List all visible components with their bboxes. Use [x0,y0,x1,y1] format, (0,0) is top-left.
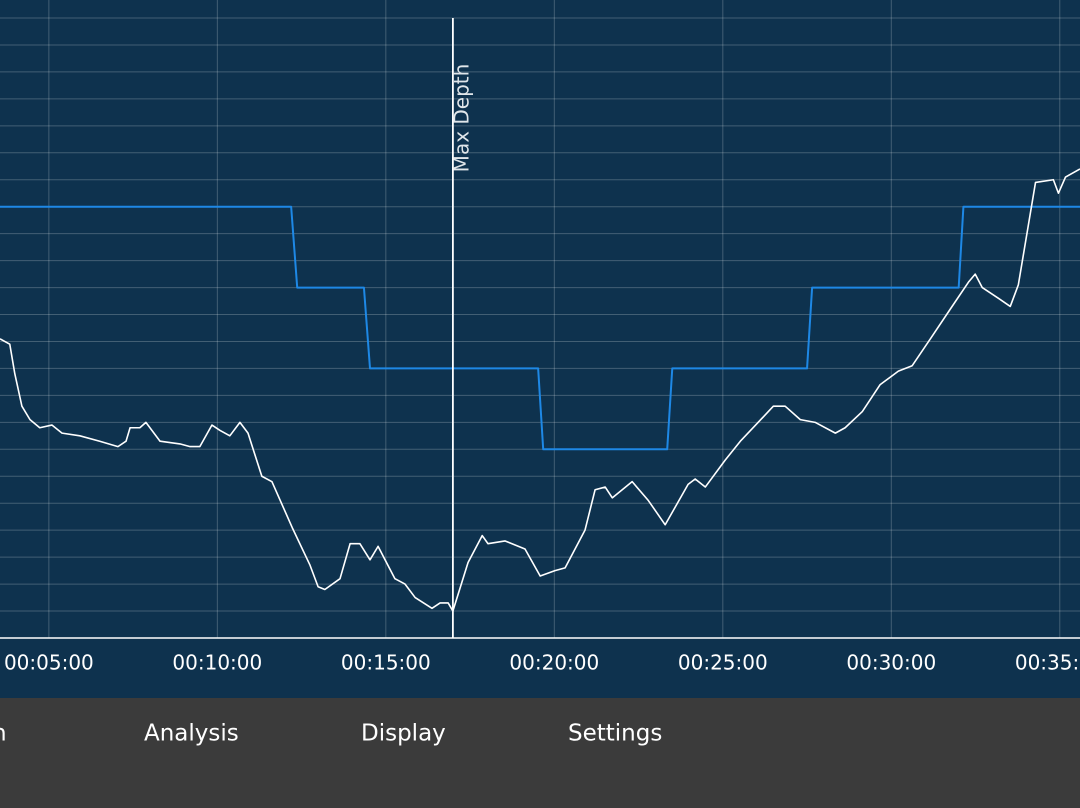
menu-bar [0,698,1080,808]
x-tick-label: 00:35:00 [1015,651,1080,675]
menu-item[interactable]: Settings [568,721,662,747]
menu-item[interactable]: n [0,721,7,747]
x-tick-label: 00:10:00 [172,651,262,675]
x-tick-label: 00:20:00 [509,651,599,675]
x-tick-label: 00:15:00 [341,651,431,675]
x-tick-label: 00:25:00 [678,651,768,675]
chart-background [0,0,1080,698]
chart: 00:05:00 00:10:00 00:15:00 00:20:00 00:25:00… [0,0,1080,675]
series-line [0,168,1080,612]
menu: n Analysis Display Settings [0,721,662,747]
menu-item[interactable]: Analysis [144,721,239,747]
x-tick-label: 00:05:00 [4,651,94,675]
x-tick-label: 00:30:00 [846,651,936,675]
menu-item[interactable]: Display [361,721,446,747]
series-line [0,205,1080,451]
annotation-label: Max Depth [449,64,473,173]
